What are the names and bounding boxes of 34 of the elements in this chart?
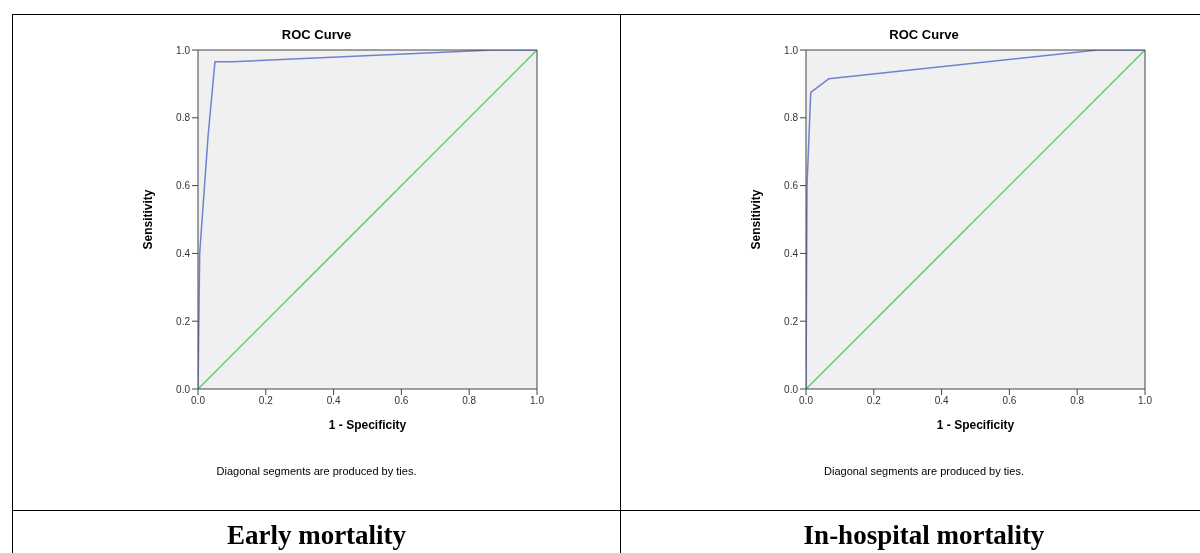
x-axis-title: 1 - Specificity: [328, 418, 407, 432]
x-tick-label: 0.0: [191, 395, 206, 407]
x-axis-title: 1 - Specificity: [936, 418, 1015, 432]
x-tick-label: 0.6: [1002, 395, 1017, 407]
x-tick-label: 0.4: [326, 395, 341, 407]
y-axis-title: Sensitivity: [141, 189, 156, 250]
y-tick-label: 1.0: [784, 44, 799, 56]
text: Early mortality: [13, 510, 620, 553]
text: Diagonal segments are produced by ties.: [215, 465, 418, 477]
text: In-hospital mortality: [621, 510, 1200, 553]
x-tick-label: 1.0: [530, 395, 545, 407]
x-tick-label: 0.6: [394, 395, 409, 407]
y-tick-label: 0.0: [176, 383, 191, 395]
y-tick-label: 0.6: [784, 180, 799, 192]
y-tick-label: 0.8: [784, 112, 799, 124]
x-tick-label: 0.2: [258, 395, 274, 407]
x-tick-label: 0.0: [799, 395, 814, 407]
y-axis-title: Sensitivity: [749, 189, 764, 250]
text: Diagonal segments are produced by ties.: [823, 465, 1025, 477]
chart-title: ROC Curve: [280, 27, 353, 42]
y-tick-label: 0.4: [176, 247, 191, 259]
y-tick-label: 0.8: [176, 112, 191, 124]
y-tick-label: 0.4: [784, 247, 799, 259]
y-tick-label: 1.0: [176, 44, 191, 56]
x-tick-label: 0.8: [1070, 395, 1085, 407]
x-tick-label: 0.8: [462, 395, 477, 407]
y-tick-label: 0.6: [176, 180, 191, 192]
chart-title: ROC Curve: [888, 27, 960, 42]
y-tick-label: 0.2: [176, 315, 191, 327]
x-tick-label: 0.2: [866, 395, 882, 407]
x-tick-label: 0.4: [934, 395, 949, 407]
y-tick-label: 0.0: [784, 383, 799, 395]
x-tick-label: 1.0: [1138, 395, 1153, 407]
y-tick-label: 0.2: [784, 315, 799, 327]
